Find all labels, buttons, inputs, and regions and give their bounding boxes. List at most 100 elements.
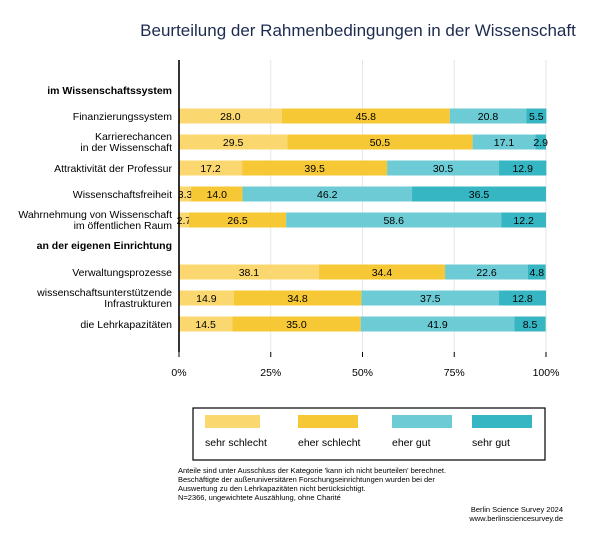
tick-label: 50% bbox=[352, 367, 373, 379]
bar-segment-eher-gut bbox=[361, 290, 500, 306]
category-labels: im Wissenschaftssystem Finanzierungssyste… bbox=[18, 85, 172, 331]
bar-segment-eher-gut bbox=[472, 134, 536, 150]
category-label: in der Wissenschaft bbox=[80, 142, 172, 154]
bar-segment-sehr-schlecht bbox=[179, 212, 189, 228]
data-label: 2.7 bbox=[177, 215, 192, 227]
data-label: 38.1 bbox=[239, 267, 260, 279]
legend-label: eher gut bbox=[392, 437, 431, 449]
category-label: die Lehrkapazitäten bbox=[80, 319, 172, 331]
data-label: 37.5 bbox=[420, 293, 441, 305]
bar-segment-sehr-gut bbox=[514, 316, 546, 332]
bar-segment-eher-schlecht bbox=[191, 186, 243, 202]
bars: 28.0 45.8 20.8 5.5 29.5 50.5 17.1 2.9 17.2 39.5 30… bbox=[177, 108, 548, 332]
data-label: 41.9 bbox=[427, 319, 448, 331]
bar-segment-sehr-schlecht bbox=[179, 290, 234, 306]
data-label: 14.5 bbox=[195, 319, 216, 331]
category-label: Finanzierungssystem bbox=[73, 111, 172, 123]
data-label: 30.5 bbox=[433, 163, 454, 175]
bar-segment-eher-schlecht bbox=[318, 264, 446, 280]
data-label: 26.5 bbox=[227, 215, 248, 227]
category-label: Attraktivität der Professur bbox=[54, 163, 172, 175]
category-label: Wahrnehmung von Wissenschaft bbox=[18, 209, 172, 221]
source-line: Berlin Science Survey 2024 bbox=[471, 505, 563, 514]
data-label: 39.5 bbox=[304, 163, 325, 175]
data-label: 5.5 bbox=[529, 111, 544, 123]
legend-swatch bbox=[298, 415, 358, 428]
bar-segment-sehr-gut bbox=[528, 264, 546, 280]
bar-segment-sehr-gut bbox=[412, 186, 546, 202]
source-line: www.berlinsciencesurvey.de bbox=[468, 514, 563, 523]
legend-label: sehr gut bbox=[472, 437, 510, 449]
bar-segment-eher-schlecht bbox=[232, 316, 361, 332]
bar-segment-eher-schlecht bbox=[281, 108, 450, 124]
bar-segment-sehr-gut bbox=[535, 134, 546, 150]
bar-segment-eher-gut bbox=[449, 108, 527, 124]
bar-segment-sehr-schlecht bbox=[179, 264, 319, 280]
data-label: 3.3 bbox=[178, 189, 193, 201]
tick-label: 25% bbox=[260, 367, 281, 379]
footnote-line: Anteile sind unter Ausschluss der Katego… bbox=[178, 466, 446, 475]
bar-segment-eher-schlecht bbox=[242, 160, 388, 176]
data-label: 17.1 bbox=[494, 137, 515, 149]
data-label: 28.0 bbox=[220, 111, 241, 123]
legend-swatch bbox=[205, 415, 260, 428]
bar-segment-sehr-schlecht bbox=[179, 316, 233, 332]
bar-segment-eher-gut bbox=[445, 264, 529, 280]
bar-segment-sehr-schlecht bbox=[179, 108, 282, 124]
data-label: 2.9 bbox=[533, 137, 548, 149]
data-label: 35.0 bbox=[286, 319, 307, 331]
data-label: 36.5 bbox=[469, 189, 490, 201]
category-label: Infrastrukturen bbox=[104, 298, 172, 310]
legend-label: sehr schlecht bbox=[205, 437, 267, 449]
data-label: 4.8 bbox=[530, 267, 545, 279]
category-label: Karrierechancen bbox=[95, 131, 172, 143]
category-label: Wissenschaftsfreiheit bbox=[73, 189, 172, 201]
data-label: 45.8 bbox=[356, 111, 377, 123]
data-label: 17.2 bbox=[200, 163, 221, 175]
tick-label: 0% bbox=[171, 367, 186, 379]
category-label: wissenschaftsunterstützende bbox=[36, 287, 172, 299]
category-label: im öffentlichen Raum bbox=[74, 220, 173, 232]
bar-segment-eher-gut bbox=[286, 212, 502, 228]
bar-segment-sehr-schlecht bbox=[179, 134, 288, 150]
footnote-line: N=2366, ungewichtete Auszählung, ohne Ch… bbox=[178, 493, 341, 502]
data-label: 12.9 bbox=[512, 163, 533, 175]
data-label: 12.2 bbox=[513, 215, 534, 227]
data-label: 58.6 bbox=[383, 215, 404, 227]
footnote-line: Auswertung zu den Lehrkapazitäten nicht … bbox=[178, 484, 366, 493]
legend: sehr schlecht eher schlecht eher gut sehr g… bbox=[192, 407, 546, 461]
data-label: 22.6 bbox=[476, 267, 497, 279]
category-label: Verwaltungsprozesse bbox=[72, 267, 172, 279]
data-label: 34.4 bbox=[372, 267, 393, 279]
data-label: 14.9 bbox=[196, 293, 217, 305]
footnotes: Anteile sind unter Ausschluss der Katego… bbox=[178, 466, 446, 502]
legend-swatch bbox=[472, 415, 532, 428]
data-label: 20.8 bbox=[478, 111, 499, 123]
bar-segment-eher-gut bbox=[360, 316, 515, 332]
data-label: 14.0 bbox=[207, 189, 228, 201]
bar-segment-sehr-schlecht bbox=[179, 160, 243, 176]
data-label: 46.2 bbox=[317, 189, 338, 201]
group-label: im Wissenschaftssystem bbox=[47, 85, 172, 97]
tick-label: 100% bbox=[533, 367, 560, 379]
data-label: 12.8 bbox=[512, 293, 533, 305]
bar-segment-sehr-gut bbox=[526, 108, 547, 124]
legend-swatch bbox=[392, 415, 452, 428]
bar-segment-eher-gut bbox=[387, 160, 500, 176]
legend-label: eher schlecht bbox=[298, 437, 361, 449]
bar-segment-sehr-schlecht bbox=[179, 186, 192, 202]
bar-segment-eher-gut bbox=[242, 186, 413, 202]
chart-title: Beurteilung der Rahmenbedingungen in der… bbox=[140, 21, 576, 40]
data-label: 8.5 bbox=[523, 319, 538, 331]
bar-segment-sehr-gut bbox=[501, 212, 546, 228]
group-label: an der eigenen Einrichtung bbox=[37, 240, 172, 252]
data-label: 29.5 bbox=[223, 137, 244, 149]
bar-segment-eher-schlecht bbox=[233, 290, 362, 306]
bar-segment-eher-schlecht bbox=[287, 134, 473, 150]
gridlines bbox=[270, 60, 547, 352]
data-label: 34.8 bbox=[287, 293, 308, 305]
x-axis-ticks: 0% 25% 50% 75% 100% bbox=[171, 352, 559, 379]
data-label: 50.5 bbox=[370, 137, 391, 149]
bar-segment-eher-schlecht bbox=[188, 212, 287, 228]
